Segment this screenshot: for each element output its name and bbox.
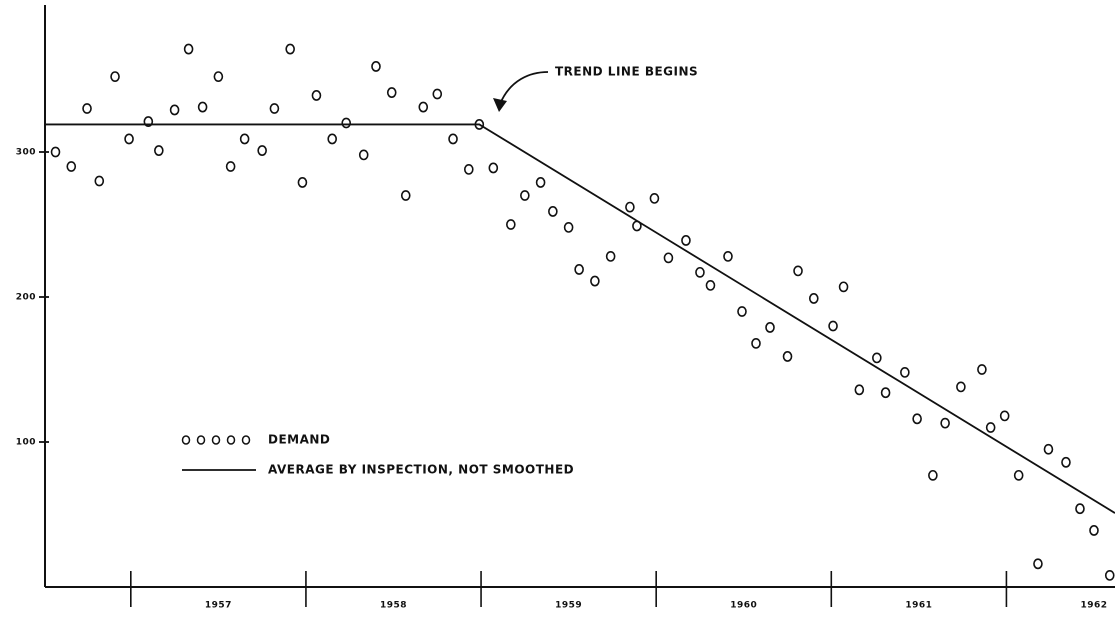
- demand-point: [854, 384, 865, 396]
- demand-point: [269, 103, 280, 114]
- legend-symbol: [181, 435, 191, 445]
- demand-point: [1104, 570, 1115, 581]
- annotation-arrowhead: [493, 98, 507, 112]
- demand-point: [808, 293, 819, 304]
- x-category-label: 1960: [730, 601, 757, 611]
- demand-point: [563, 221, 574, 233]
- x-category-label: 1962: [1080, 601, 1107, 611]
- demand-point: [432, 88, 443, 100]
- demand-point: [448, 133, 458, 145]
- demand-point: [506, 219, 516, 230]
- demand-point: [213, 71, 224, 82]
- demand-point: [1013, 469, 1024, 481]
- demand-point: [327, 133, 338, 145]
- legend-symbol: [226, 435, 236, 445]
- demand-point: [94, 175, 105, 187]
- demand-point: [400, 190, 411, 201]
- demand-point: [1089, 525, 1099, 536]
- demand-point: [257, 145, 267, 156]
- demand-point: [1075, 503, 1085, 515]
- x-category-label: 1961: [905, 601, 932, 611]
- demand-point: [297, 177, 308, 188]
- annotation-arrow: [499, 71, 549, 105]
- legend-symbol: [211, 435, 221, 445]
- demand-point: [197, 101, 208, 113]
- demand-point: [956, 381, 966, 393]
- demand-point: [110, 71, 120, 82]
- demand-point: [605, 250, 616, 262]
- demand-point: [838, 281, 849, 293]
- demand-point: [681, 235, 691, 246]
- demand-point: [463, 163, 474, 175]
- demand-point: [625, 201, 635, 213]
- demand-point: [371, 61, 381, 72]
- y-tick-label: 200: [16, 293, 36, 303]
- demand-point: [82, 103, 92, 114]
- demand-point: [1061, 456, 1071, 468]
- demand-point: [737, 306, 747, 317]
- demand-point: [311, 90, 322, 101]
- demand-point: [488, 162, 499, 174]
- demand-point: [124, 133, 134, 145]
- demand-point: [590, 275, 600, 287]
- demand-point: [977, 364, 987, 375]
- demand-point: [418, 101, 429, 113]
- demand-point: [782, 351, 793, 362]
- legend-label: DEMAND: [268, 433, 330, 447]
- demand-point: [520, 190, 530, 201]
- demand-point: [143, 116, 154, 127]
- demand-point: [872, 352, 882, 364]
- y-tick-label: 100: [16, 438, 36, 448]
- demand-point: [285, 43, 295, 55]
- demand-point: [751, 337, 761, 349]
- trend-line: [45, 123, 1115, 514]
- demand-point: [574, 264, 584, 275]
- demand-point: [225, 161, 236, 172]
- demand-point: [723, 250, 733, 262]
- demand-point: [985, 422, 996, 433]
- demand-point: [649, 192, 660, 204]
- legend-label: AVERAGE BY INSPECTION, NOT SMOOTHED: [268, 463, 574, 477]
- demand-point: [341, 117, 352, 129]
- x-category-label: 1959: [555, 601, 582, 611]
- demand-point: [900, 366, 910, 378]
- demand-point: [940, 417, 950, 429]
- demand-point: [663, 252, 674, 264]
- demand-point: [183, 43, 194, 55]
- demand-point: [1043, 443, 1054, 455]
- demand-point: [535, 177, 546, 188]
- demand-point: [705, 279, 716, 291]
- demand-point: [793, 265, 803, 277]
- y-tick-label: 300: [16, 148, 36, 158]
- demand-point: [154, 145, 164, 156]
- demand-point: [548, 206, 558, 217]
- demand-point: [358, 149, 369, 161]
- demand-point: [999, 410, 1010, 422]
- demand-point: [828, 320, 838, 332]
- legend-symbol: [196, 435, 206, 445]
- demand-point: [880, 387, 891, 399]
- demand-point: [928, 469, 938, 481]
- demand-point: [66, 161, 77, 172]
- x-category-label: 1957: [205, 601, 232, 611]
- demand-point: [239, 133, 250, 145]
- demand-point: [765, 322, 775, 333]
- legend-symbol: [241, 435, 251, 445]
- demand-point: [169, 104, 180, 116]
- demand-point: [695, 266, 705, 278]
- demand-point: [912, 413, 922, 425]
- annotation: TREND LINE BEGINS: [555, 65, 698, 79]
- demand-point: [50, 146, 61, 158]
- demand-point: [386, 87, 397, 98]
- x-category-label: 1958: [380, 601, 407, 611]
- demand-point: [1033, 558, 1043, 570]
